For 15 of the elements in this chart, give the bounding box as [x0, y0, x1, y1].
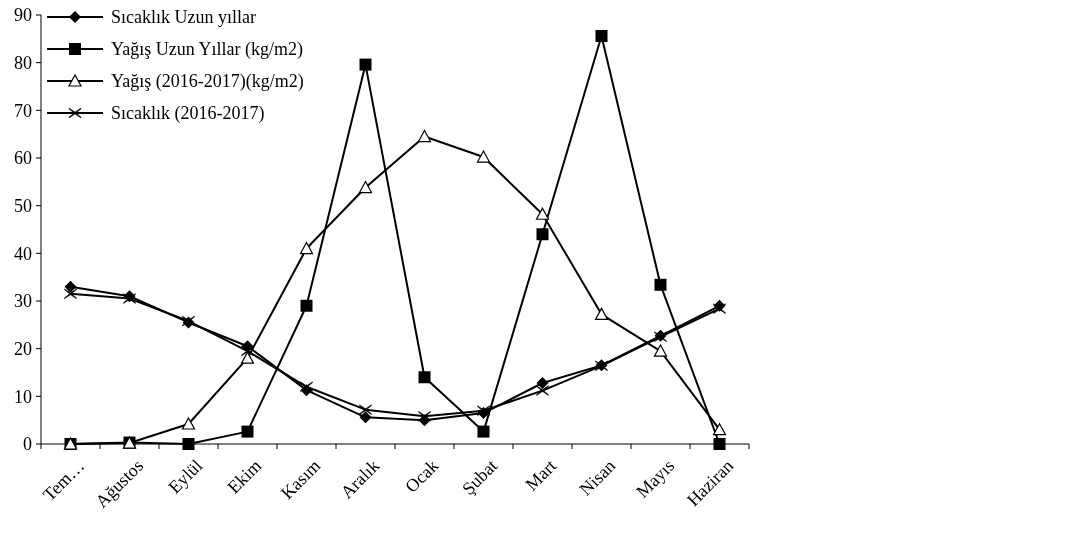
- y-tick-label: 80: [14, 52, 32, 73]
- legend-label: Sıcaklık (2016-2017): [111, 103, 265, 125]
- y-tick-label: 10: [14, 386, 32, 407]
- y-tick-label: 40: [14, 243, 32, 264]
- x-tick-label: Ocak: [401, 455, 443, 497]
- y-tick-label: 0: [23, 434, 32, 455]
- legend-label: Sıcaklık Uzun yıllar: [111, 7, 256, 28]
- legend-label: Yağış (2016-2017)(kg/m2): [111, 71, 304, 93]
- y-tick-label: 60: [14, 148, 32, 169]
- y-tick-label: 50: [14, 195, 32, 216]
- y-tick-label: 20: [14, 338, 32, 359]
- y-tick-label: 90: [14, 5, 32, 26]
- legend-label: Yağış Uzun Yıllar (kg/m2): [111, 39, 303, 61]
- y-tick-label: 30: [14, 291, 32, 312]
- y-tick-label: 70: [14, 100, 32, 121]
